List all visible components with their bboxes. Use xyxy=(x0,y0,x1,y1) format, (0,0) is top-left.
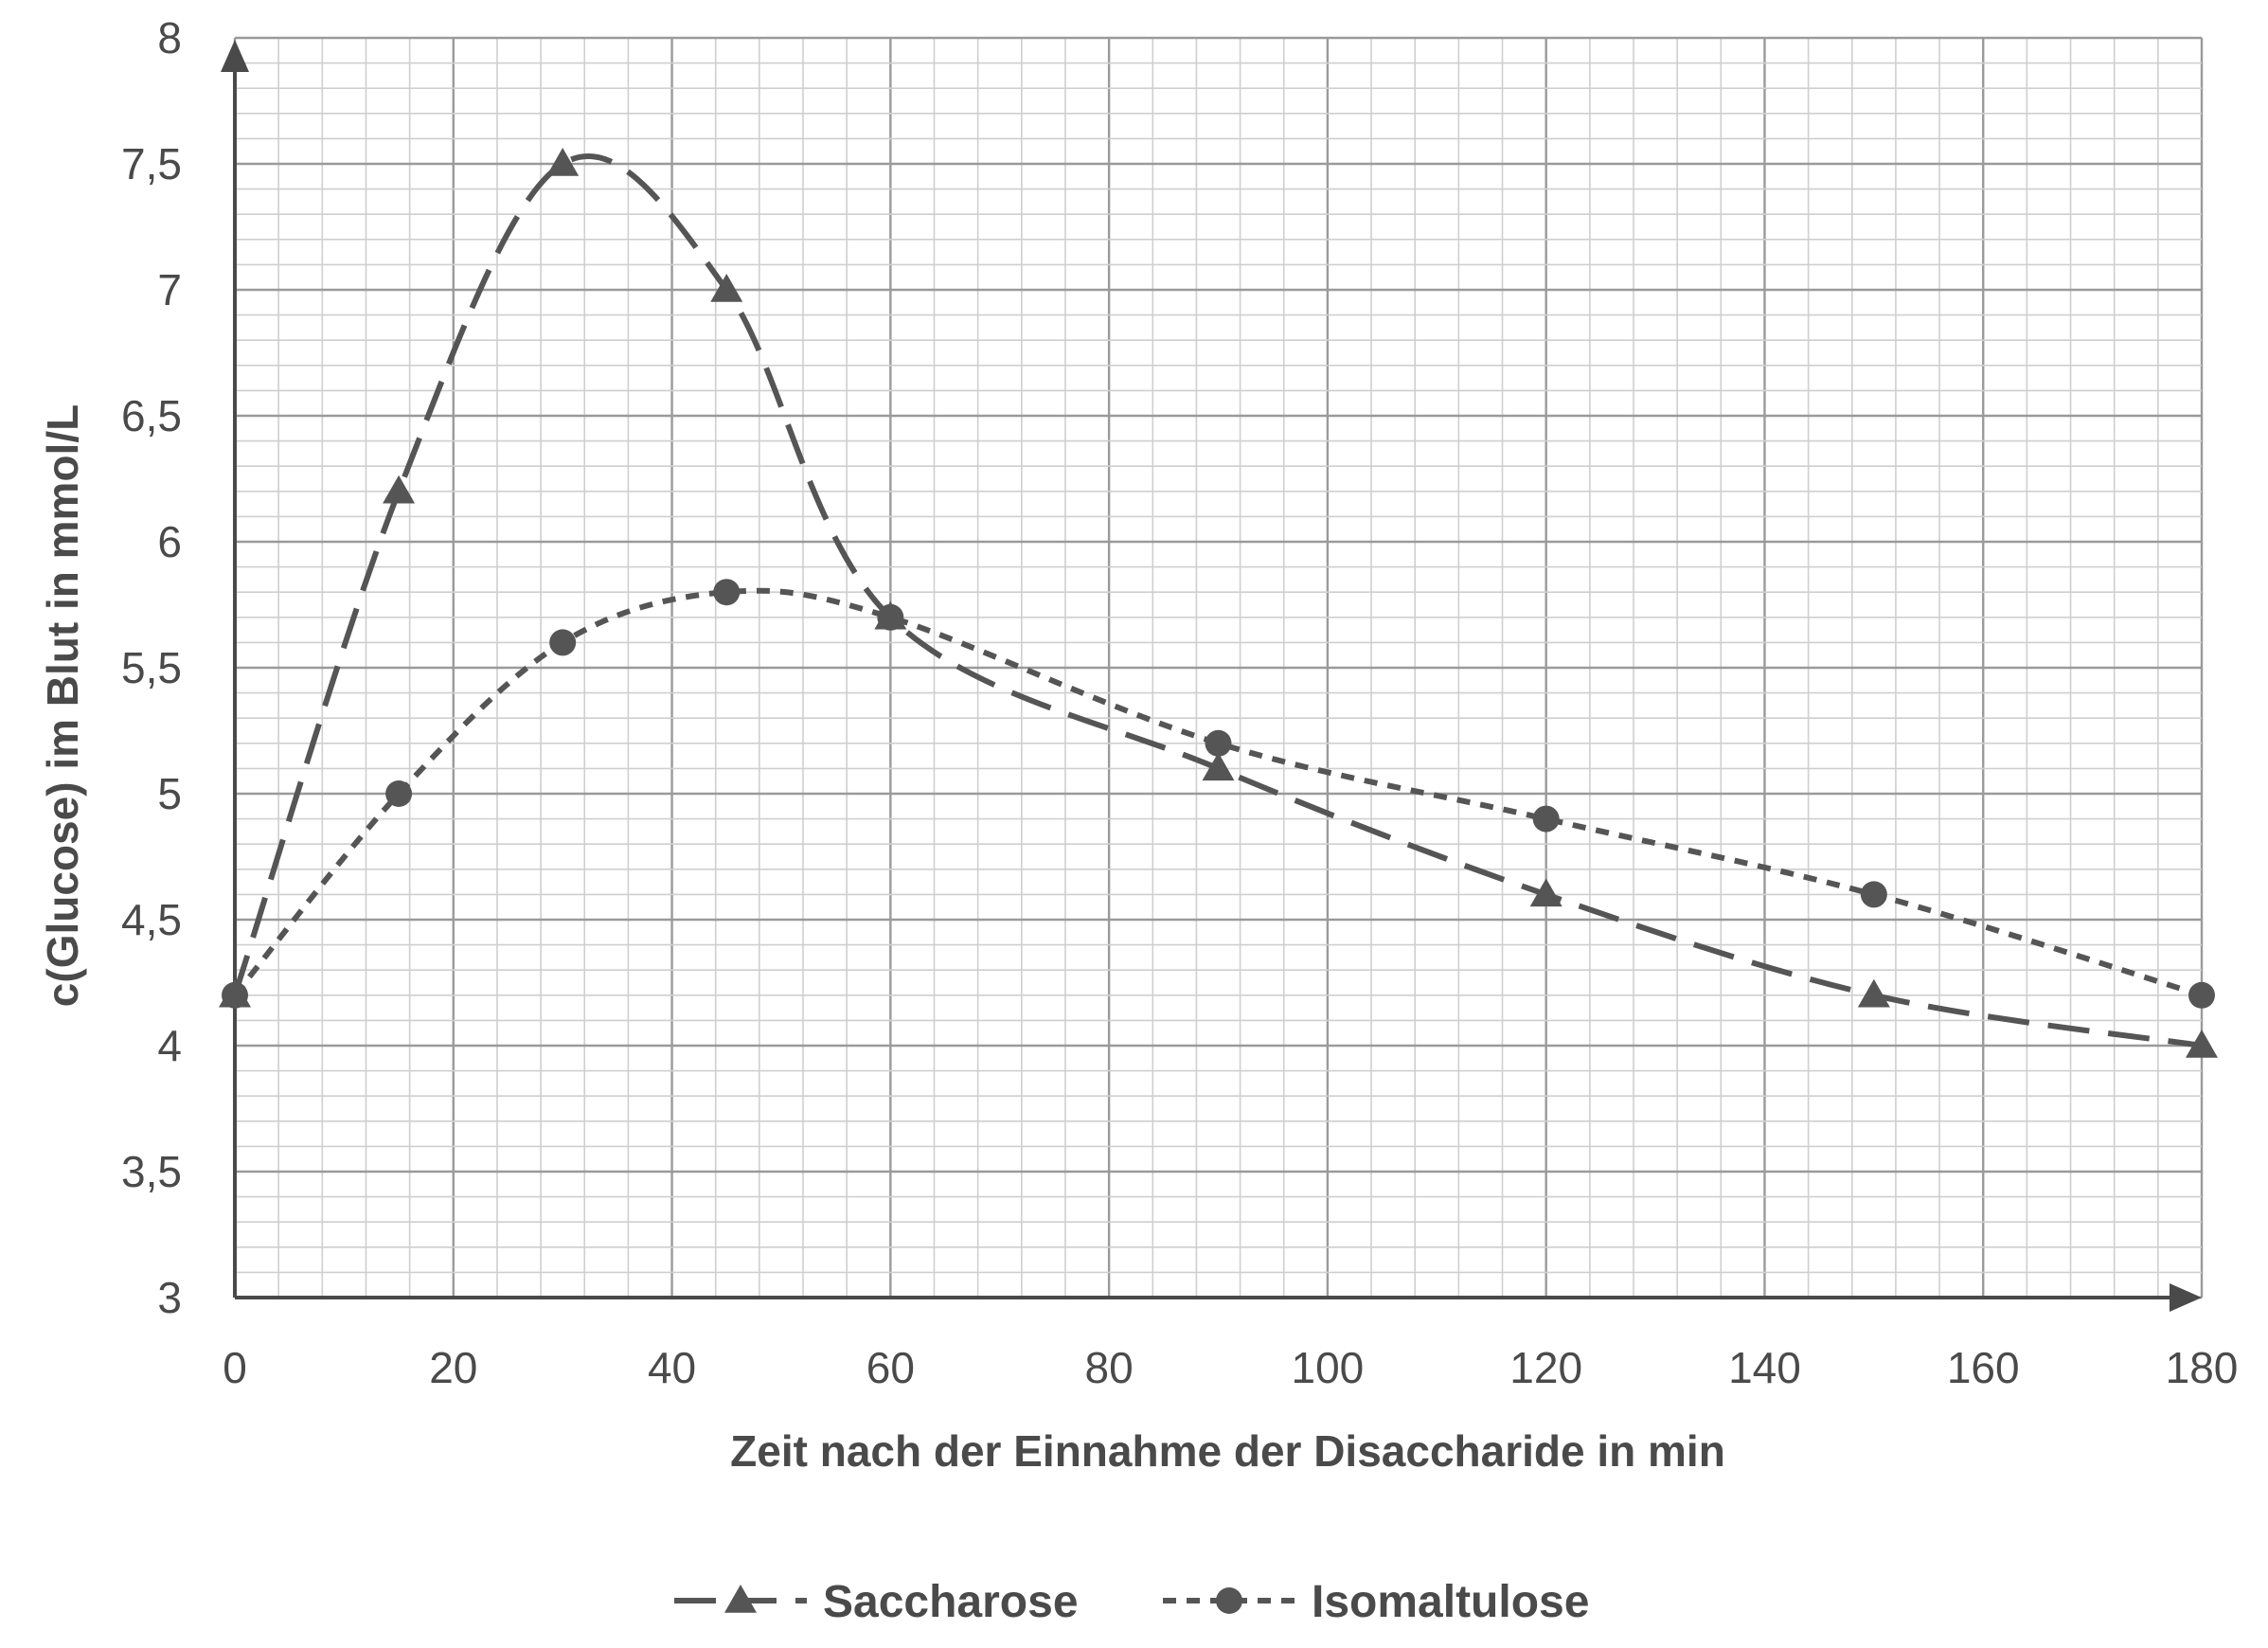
data-point-saccharose xyxy=(2186,1030,2218,1058)
data-point-isomaltulose xyxy=(1860,881,1887,908)
legend-item-isomaltulose: Isomaltulose xyxy=(1163,1577,1589,1627)
x-axis-title: Zeit nach der Einnahme der Disaccharide … xyxy=(730,1426,1725,1476)
y-tick-label: 4,5 xyxy=(121,895,182,944)
x-tick-label: 40 xyxy=(648,1343,696,1392)
y-tick-label: 7,5 xyxy=(121,139,182,188)
x-tick-label: 20 xyxy=(429,1343,477,1392)
data-point-isomaltulose xyxy=(713,579,741,606)
y-tick-label: 5 xyxy=(157,769,182,818)
x-axis-arrow xyxy=(2170,1283,2202,1312)
data-point-saccharose xyxy=(383,475,416,504)
y-tick-label: 6 xyxy=(157,517,182,566)
y-tick-labels: 3 3,5 4 4,5 5 5,5 6 6,5 7 7,5 8 xyxy=(121,13,182,1322)
y-axis-title: c(Glucose) im Blut in mmol/L xyxy=(38,404,87,1007)
axes xyxy=(221,40,2202,1312)
data-point-isomaltulose xyxy=(222,981,248,1009)
legend-marker-isomaltulose xyxy=(1216,1587,1242,1614)
series-isomaltulose xyxy=(222,579,2215,1009)
data-point-saccharose xyxy=(1529,878,1563,907)
data-point-isomaltulose xyxy=(1205,729,1232,757)
legend: Saccharose Isomaltulose xyxy=(674,1577,1589,1627)
x-tick-label: 160 xyxy=(1947,1343,2020,1392)
x-tick-label: 60 xyxy=(866,1343,915,1392)
legend-item-saccharose: Saccharose xyxy=(674,1577,1079,1627)
legend-marker-saccharose xyxy=(724,1585,757,1613)
x-tick-label: 180 xyxy=(2166,1343,2239,1392)
series-layer xyxy=(219,148,2218,1058)
x-tick-label: 120 xyxy=(1509,1343,1582,1392)
y-tick-label: 3,5 xyxy=(121,1147,182,1196)
x-tick-labels: 0 20 40 60 80 100 120 140 160 180 xyxy=(223,1343,2238,1392)
y-tick-label: 5,5 xyxy=(121,643,182,692)
legend-label: Saccharose xyxy=(823,1577,1079,1627)
data-point-saccharose xyxy=(1857,978,1890,1008)
y-tick-label: 8 xyxy=(157,13,182,63)
data-point-saccharose xyxy=(1202,752,1235,781)
data-point-isomaltulose xyxy=(385,780,413,807)
y-tick-label: 7 xyxy=(157,265,182,314)
x-tick-label: 0 xyxy=(223,1343,247,1392)
x-tick-label: 100 xyxy=(1292,1343,1365,1392)
legend-label: Isomaltulose xyxy=(1312,1577,1589,1627)
data-point-isomaltulose xyxy=(1532,805,1560,833)
y-axis-arrow xyxy=(221,40,249,72)
x-tick-label: 140 xyxy=(1728,1343,1801,1392)
data-point-isomaltulose xyxy=(549,629,577,656)
y-tick-label: 4 xyxy=(157,1021,182,1070)
data-point-saccharose xyxy=(546,148,580,176)
y-tick-label: 3 xyxy=(157,1273,182,1322)
x-tick-label: 80 xyxy=(1085,1343,1134,1392)
data-point-saccharose xyxy=(710,274,743,302)
y-tick-label: 6,5 xyxy=(121,391,182,440)
data-point-isomaltulose xyxy=(877,603,904,631)
data-point-isomaltulose xyxy=(2188,981,2215,1009)
